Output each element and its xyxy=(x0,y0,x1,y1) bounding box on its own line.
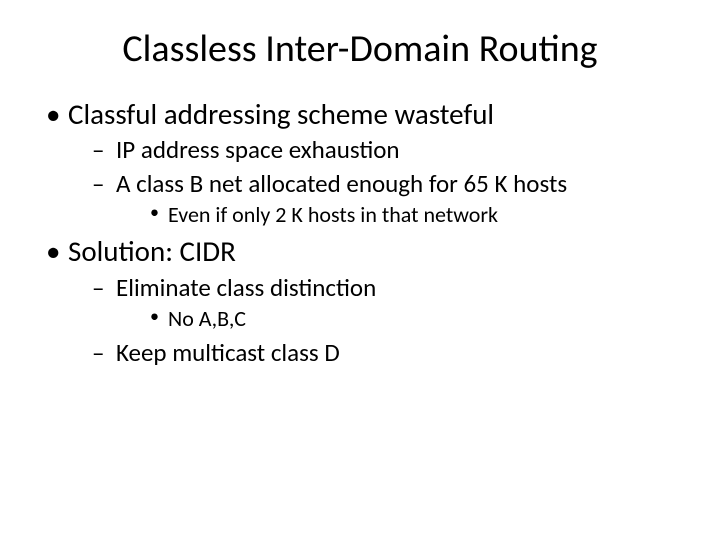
bullet-l3: Even if only 2 K hosts in that network xyxy=(146,201,680,230)
bullet-sublist: IP address space exhaustion A class B ne… xyxy=(68,134,680,229)
bullet-text: IP address space exhaustion xyxy=(116,134,400,165)
bullet-text: No A,B,C xyxy=(168,305,246,332)
bullet-l3: No A,B,C xyxy=(146,305,680,334)
bullet-text: Eliminate class distinction xyxy=(116,272,376,303)
bullet-list: Classful addressing scheme wasteful IP a… xyxy=(40,96,680,369)
bullet-l2: A class B net allocated enough for 65 K … xyxy=(88,168,680,230)
bullet-l1: Classful addressing scheme wasteful IP a… xyxy=(40,96,680,229)
bullet-sublist: Eliminate class distinction No A,B,C Kee… xyxy=(68,272,680,369)
bullet-text: Solution: CIDR xyxy=(68,233,236,269)
bullet-subsublist: Even if only 2 K hosts in that network xyxy=(116,201,680,230)
bullet-l1: Solution: CIDR Eliminate class distincti… xyxy=(40,233,680,368)
bullet-text: Even if only 2 K hosts in that network xyxy=(168,201,498,228)
bullet-l2: Keep multicast class D xyxy=(88,337,680,368)
slide-title: Classless Inter-Domain Routing xyxy=(40,26,680,72)
bullet-text: Classful addressing scheme wasteful xyxy=(68,96,494,132)
bullet-text: Keep multicast class D xyxy=(116,337,340,368)
bullet-l2: Eliminate class distinction No A,B,C xyxy=(88,272,680,334)
bullet-subsublist: No A,B,C xyxy=(116,305,680,334)
slide: Classless Inter-Domain Routing Classful … xyxy=(0,0,720,540)
bullet-text: A class B net allocated enough for 65 K … xyxy=(116,168,567,199)
bullet-l2: IP address space exhaustion xyxy=(88,134,680,165)
